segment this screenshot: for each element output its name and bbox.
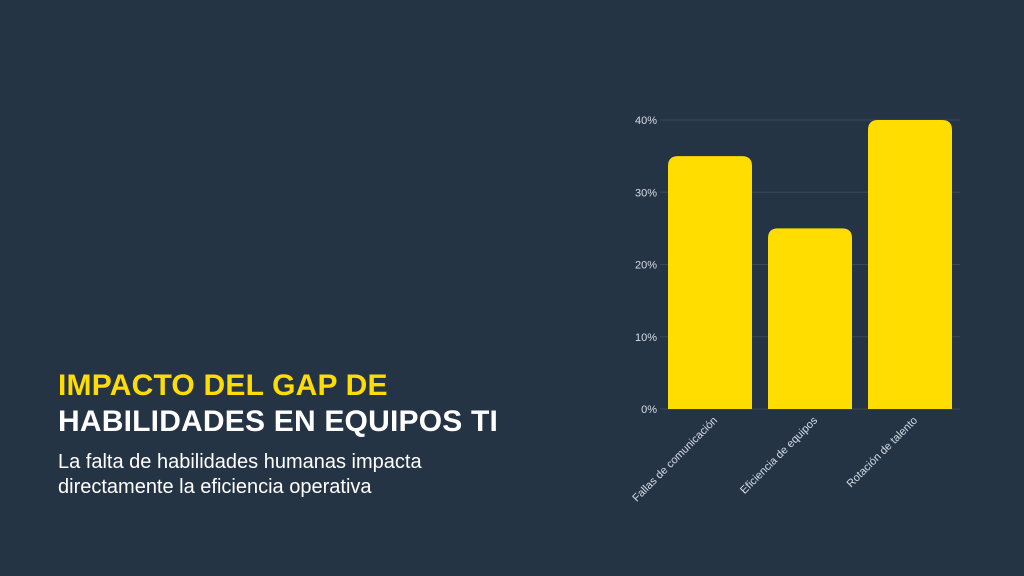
y-tick-label: 30% xyxy=(635,187,657,199)
slide-title-line-2: HABILIDADES EN EQUIPOS TI xyxy=(58,405,499,438)
x-tick-label: Rotación de talento xyxy=(845,415,921,491)
slide-subtitle: La falta de habilidades humanas impacta … xyxy=(58,450,578,500)
bar-chart: 0% 10% 20% 30% 40% Fallas de comunicación Efic… xyxy=(630,115,960,505)
bar xyxy=(868,120,952,409)
bar xyxy=(668,156,752,409)
y-tick-label: 20% xyxy=(635,260,657,272)
slide-title: IMPACTO DEL GAP DE HABILIDADES EN EQUIPO… xyxy=(58,368,578,440)
y-tick-label: 10% xyxy=(635,332,657,344)
slide-title-line-1: IMPACTO DEL GAP DE xyxy=(58,369,388,402)
y-tick-label: 40% xyxy=(635,115,657,127)
bar xyxy=(768,228,852,409)
title-block: IMPACTO DEL GAP DE HABILIDADES EN EQUIPO… xyxy=(58,368,578,500)
x-tick-label: Eficiencia de equipos xyxy=(738,414,820,496)
x-tick-label: Fallas de comunicación xyxy=(630,415,720,505)
slide-subtitle-line-1: La falta de habilidades humanas impacta xyxy=(58,451,422,473)
y-tick-label: 0% xyxy=(641,404,657,416)
slide-subtitle-line-2: directamente la eficiencia operativa xyxy=(58,476,372,498)
